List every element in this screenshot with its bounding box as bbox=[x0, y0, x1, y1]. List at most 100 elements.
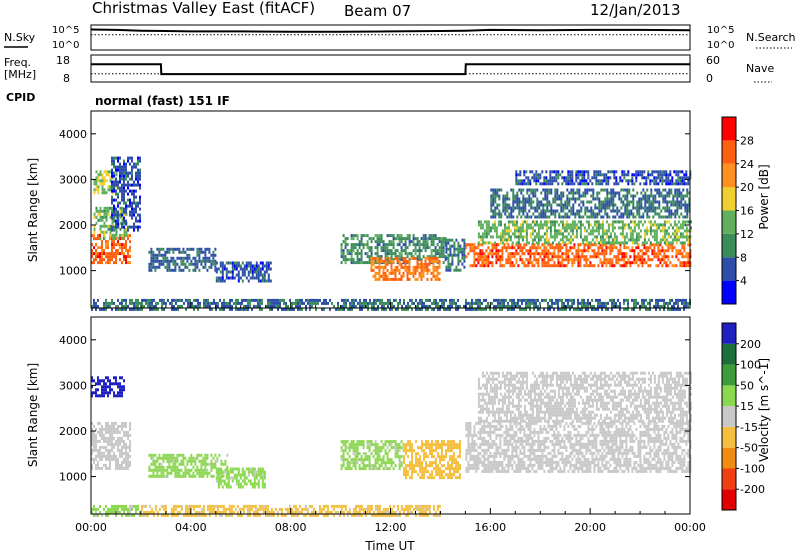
heatmap-cell bbox=[295, 301, 297, 305]
heatmap-cell bbox=[115, 382, 117, 386]
heatmap-cell bbox=[356, 234, 359, 238]
heatmap-cell bbox=[91, 442, 93, 446]
heatmap-cell bbox=[545, 246, 548, 250]
heatmap-cell bbox=[601, 249, 604, 253]
heatmap-cell bbox=[543, 220, 546, 224]
heatmap-cell bbox=[358, 252, 361, 256]
heatmap-cell bbox=[669, 261, 672, 265]
heatmap-cell bbox=[440, 237, 443, 241]
heatmap-cell bbox=[376, 252, 379, 256]
heatmap-cell bbox=[263, 273, 266, 277]
heatmap-cell bbox=[529, 182, 532, 186]
heatmap-cell bbox=[109, 382, 111, 386]
heatmap-cell bbox=[241, 267, 244, 271]
heatmap-cell bbox=[553, 307, 555, 311]
heatmap-cell bbox=[107, 170, 110, 174]
heatmap-cell bbox=[601, 182, 604, 186]
heatmap-cell bbox=[212, 474, 215, 478]
heatmap-cell bbox=[490, 215, 493, 219]
heatmap-cell bbox=[235, 298, 237, 302]
heatmap-cell bbox=[390, 252, 393, 256]
heatmap-cell bbox=[680, 191, 683, 195]
heatmap-cell bbox=[607, 182, 610, 186]
heatmap-cell bbox=[642, 188, 645, 192]
heatmap-cell bbox=[221, 304, 223, 308]
heatmap-cell bbox=[195, 298, 197, 302]
heatmap-cell bbox=[109, 230, 112, 234]
heatmap-cell bbox=[607, 307, 609, 311]
heatmap-cell bbox=[479, 249, 482, 253]
heatmap-cell bbox=[390, 265, 393, 269]
heatmap-cell bbox=[627, 304, 629, 308]
heatmap-cell bbox=[635, 255, 638, 259]
heatmap-cell bbox=[577, 246, 580, 250]
heatmap-cell bbox=[265, 261, 268, 265]
heatmap-cell bbox=[497, 235, 500, 239]
heatmap-cell bbox=[483, 229, 486, 233]
heatmap-cell bbox=[675, 229, 678, 233]
heatmap-cell bbox=[652, 215, 655, 219]
heatmap-cell bbox=[103, 382, 105, 386]
heatmap-cell bbox=[457, 259, 460, 263]
heatmap-cell bbox=[434, 274, 437, 278]
heatmap-cell bbox=[342, 258, 345, 262]
heatmap-cell bbox=[105, 191, 108, 195]
heatmap-cell bbox=[625, 232, 628, 236]
heatmap-cell bbox=[550, 203, 553, 207]
heatmap-cell bbox=[561, 255, 564, 259]
heatmap-cell bbox=[233, 301, 235, 305]
heatmap-cell bbox=[643, 298, 645, 302]
heatmap-cell bbox=[93, 457, 95, 461]
heatmap-cell bbox=[649, 179, 652, 183]
heatmap-cell bbox=[531, 176, 534, 180]
heatmap-cell bbox=[208, 250, 211, 254]
heatmap-cell bbox=[121, 195, 123, 199]
heatmap-cell bbox=[267, 279, 270, 283]
heatmap-cell bbox=[164, 456, 167, 460]
heatmap-cell bbox=[688, 206, 691, 210]
heatmap-cell bbox=[221, 267, 224, 271]
heatmap-cell bbox=[565, 243, 568, 247]
heatmap-cell bbox=[99, 173, 102, 177]
heatmap-cell bbox=[162, 453, 165, 457]
heatmap-cell bbox=[653, 170, 656, 174]
heatmap-cell bbox=[619, 249, 622, 253]
heatmap-cell bbox=[561, 182, 564, 186]
heatmap-cell bbox=[679, 298, 681, 302]
heatmap-cell bbox=[507, 243, 510, 247]
heatmap-cell bbox=[640, 197, 643, 201]
heatmap-cell bbox=[628, 191, 631, 195]
heatmap-cell bbox=[611, 298, 613, 302]
heatmap-cell bbox=[522, 212, 525, 216]
heatmap-cell bbox=[223, 482, 226, 486]
heatmap-cell bbox=[103, 215, 106, 219]
heatmap-cell bbox=[669, 179, 672, 183]
heatmap-cell bbox=[682, 188, 685, 192]
heatmap-cell bbox=[592, 188, 595, 192]
heatmap-cell bbox=[212, 462, 215, 466]
heatmap-cell bbox=[243, 270, 246, 274]
heatmap-cell bbox=[551, 223, 554, 227]
heatmap-cell bbox=[438, 237, 441, 241]
heatmap-cell bbox=[645, 229, 648, 233]
heatmap-cell bbox=[587, 232, 590, 236]
heatmap-cell bbox=[652, 203, 655, 207]
heatmap-cell bbox=[101, 179, 104, 183]
heatmap-cell bbox=[91, 466, 93, 470]
heatmap-cell bbox=[636, 200, 639, 204]
heatmap-cell bbox=[95, 454, 97, 458]
heatmap-cell bbox=[117, 236, 120, 240]
heatmap-cell bbox=[473, 252, 476, 256]
heatmap-cell bbox=[580, 206, 583, 210]
heatmap-cell bbox=[506, 194, 509, 198]
heatmap-cell bbox=[117, 460, 119, 464]
heatmap-cell bbox=[662, 194, 665, 198]
heatmap-cell bbox=[103, 179, 106, 183]
heatmap-cell bbox=[378, 258, 381, 262]
heatmap-cell bbox=[160, 253, 163, 257]
heatmap-cell bbox=[245, 298, 247, 302]
heatmap-cell bbox=[535, 298, 537, 302]
heatmap-cell bbox=[624, 209, 627, 213]
heatmap-cell bbox=[309, 301, 311, 305]
heatmap-cell bbox=[612, 209, 615, 213]
